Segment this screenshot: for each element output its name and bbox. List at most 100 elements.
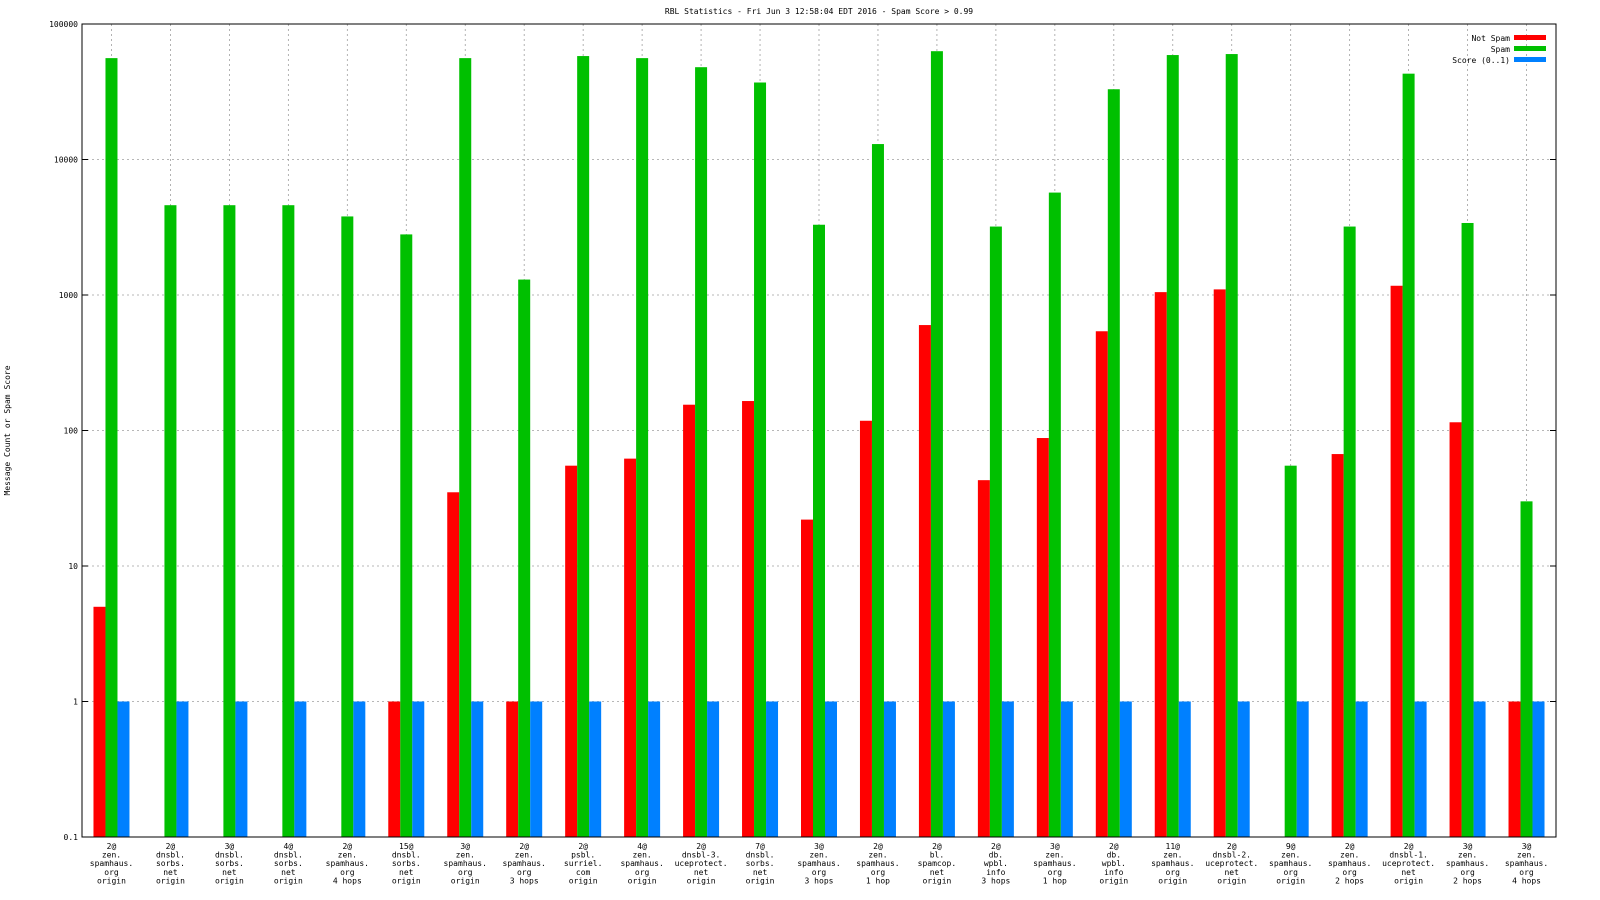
- x-category-label: 2@ db. wpbl. info 3 hops: [981, 842, 1010, 885]
- y-tick-label: 1: [73, 698, 78, 707]
- bar-spam: [871, 144, 884, 837]
- bar-score-0-1: [825, 701, 837, 837]
- bar-score-0-1: [117, 701, 130, 837]
- x-category-label: 2@ bl. spamcop. net origin: [918, 842, 957, 885]
- bar-not-spam: [565, 465, 578, 837]
- bar-score-0-1: [1355, 701, 1368, 837]
- bar-not-spam: [1095, 331, 1108, 837]
- x-category-label: 2@ zen. spamhaus. org 1 hop: [856, 842, 899, 885]
- x-category-label: 15@ dnsbl. sorbs. net origin: [392, 842, 421, 885]
- legend-swatch: [1514, 46, 1546, 51]
- bar-score-0-1: [1119, 701, 1132, 837]
- bar-score-0-1: [530, 701, 543, 837]
- x-category-label: 2@ dnsbl-2. uceprotect. net origin: [1205, 842, 1258, 885]
- bar-score-0-1: [294, 701, 307, 837]
- bar-score-0-1: [1237, 701, 1250, 837]
- bar-not-spam: [1449, 422, 1462, 837]
- bar-not-spam: [977, 480, 990, 837]
- bar-spam: [754, 82, 767, 837]
- x-axis-category-labels: 2@ zen. spamhaus. org origin 2@ dnsbl. sorbs. ne…: [90, 842, 1548, 885]
- bar-not-spam: [1036, 438, 1049, 837]
- bar-score-0-1: [707, 701, 720, 837]
- y-tick-label: 0.1: [64, 833, 79, 842]
- bar-not-spam: [801, 519, 813, 837]
- chart-title: RBL Statistics - Fri Jun 3 12:58:04 EDT …: [665, 7, 973, 16]
- bar-score-0-1: [648, 701, 661, 837]
- bar-score-0-1: [1296, 701, 1309, 837]
- bar-not-spam: [683, 404, 696, 837]
- bar-not-spam: [1390, 285, 1403, 837]
- x-category-label: 2@ db. wpbl. info origin: [1099, 842, 1128, 885]
- bar-score-0-1: [883, 701, 896, 837]
- legend-swatch: [1514, 35, 1546, 40]
- x-category-label: 2@ zen. spamhaus. org 2 hops: [1328, 842, 1371, 885]
- bar-not-spam: [93, 606, 106, 837]
- y-tick-label: 100000: [49, 20, 78, 29]
- bar-spam: [1225, 54, 1238, 838]
- bar-spam: [1107, 89, 1120, 838]
- bar-score-0-1: [176, 701, 189, 837]
- bar-spam: [223, 205, 236, 838]
- x-category-label: 2@ dnsbl. sorbs. net origin: [156, 842, 185, 885]
- x-category-label: 3@ zen. spamhaus. org 1 hop: [1033, 842, 1076, 885]
- y-axis-label: Message Count or Spam Score: [3, 365, 12, 495]
- bar-not-spam: [388, 701, 401, 837]
- x-category-label: 3@ dnsbl. sorbs. net origin: [215, 842, 244, 885]
- x-category-label: 9@ zen. spamhaus. org origin: [1269, 842, 1312, 885]
- bar-score-0-1: [589, 701, 602, 837]
- bar-spam: [1048, 192, 1061, 837]
- y-tick-label: 10000: [54, 156, 78, 165]
- bar-score-0-1: [471, 701, 484, 837]
- x-category-label: 3@ zen. spamhaus. org 2 hops: [1446, 842, 1489, 885]
- bar-not-spam: [918, 325, 931, 837]
- bar-spam: [930, 51, 943, 838]
- bar-score-0-1: [1178, 701, 1191, 837]
- bar-not-spam: [447, 492, 460, 837]
- bar-not-spam: [742, 401, 755, 837]
- bar-not-spam: [1508, 701, 1521, 837]
- bar-spam: [164, 205, 177, 838]
- bar-spam: [1402, 73, 1415, 837]
- x-category-label: 3@ zen. spamhaus. org 4 hops: [1505, 842, 1548, 885]
- bar-score-0-1: [1414, 701, 1427, 837]
- bars-layer: [93, 51, 1545, 838]
- legend-label: Not Spam: [1471, 34, 1510, 43]
- bar-not-spam: [1213, 289, 1226, 837]
- bar-spam: [813, 224, 825, 838]
- bar-score-0-1: [235, 701, 248, 837]
- x-category-label: 2@ zen. spamhaus. org 4 hops: [326, 842, 369, 885]
- bar-spam: [341, 216, 354, 837]
- bar-spam: [1461, 222, 1474, 837]
- bar-not-spam: [1154, 292, 1167, 837]
- bar-spam: [1343, 226, 1356, 837]
- bar-spam: [695, 67, 708, 837]
- bar-score-0-1: [1060, 701, 1073, 837]
- y-tick-label: 1000: [59, 291, 78, 300]
- x-category-label: 2@ zen. spamhaus. org 3 hops: [503, 842, 546, 885]
- bar-spam: [1166, 55, 1179, 837]
- x-category-label: 4@ dnsbl. sorbs. net origin: [274, 842, 303, 885]
- x-category-label: 11@ zen. spamhaus. org origin: [1151, 842, 1194, 885]
- bar-spam: [989, 226, 1002, 837]
- bar-score-0-1: [1001, 701, 1014, 837]
- x-category-label: 2@ dnsbl-3. uceprotect. net origin: [675, 842, 728, 885]
- x-category-label: 2@ dnsbl-1. uceprotect. net origin: [1382, 842, 1435, 885]
- bar-spam: [577, 56, 590, 838]
- legend-swatch: [1514, 57, 1546, 62]
- y-axis-ticks: 0.1 1 10 100 1000 10000 100000: [49, 20, 1556, 842]
- x-category-label: 2@ zen. spamhaus. org origin: [90, 842, 133, 885]
- bar-score-0-1: [412, 701, 425, 837]
- bar-score-0-1: [353, 701, 366, 837]
- bar-spam: [1284, 465, 1297, 837]
- bar-spam: [636, 58, 649, 837]
- x-category-label: 2@ psbl. surriel. com origin: [564, 842, 603, 885]
- y-tick-label: 100: [64, 427, 79, 436]
- x-category-label: 3@ zen. spamhaus. org origin: [444, 842, 487, 885]
- bar-spam: [1520, 501, 1533, 837]
- bar-not-spam: [506, 701, 519, 837]
- bar-score-0-1: [766, 701, 779, 837]
- bar-score-0-1: [1473, 701, 1486, 837]
- x-category-label: 4@ zen. spamhaus. org origin: [620, 842, 663, 885]
- bar-spam: [282, 205, 295, 838]
